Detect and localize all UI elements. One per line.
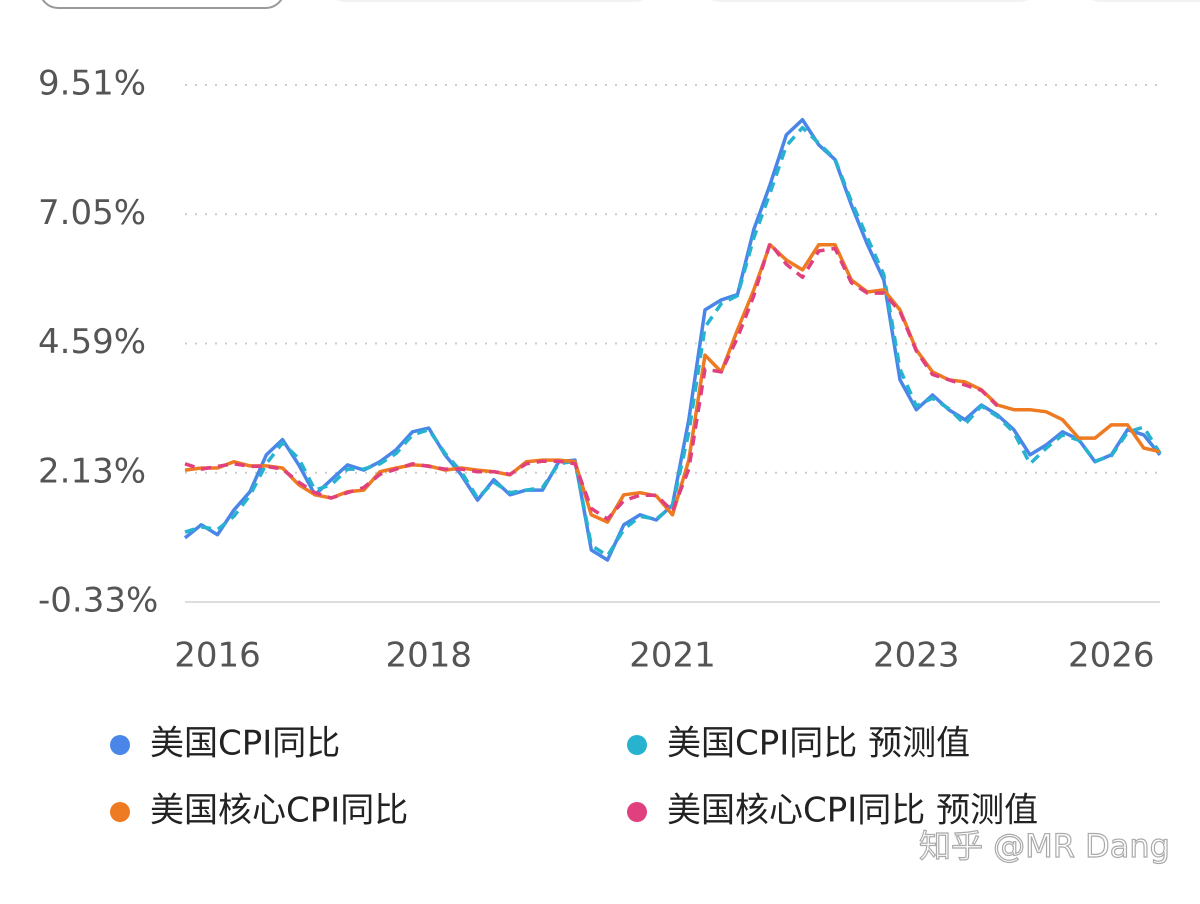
legend-marker (627, 802, 647, 822)
legend-label: 美国CPI同比 (150, 724, 340, 764)
legend-label: 美国核心CPI同比 (150, 791, 408, 831)
y-tick-label: 2.13% (38, 451, 146, 491)
y-tick-label: 9.51% (38, 64, 146, 104)
legend-label: 美国核心CPI同比 预测值 (667, 791, 1038, 831)
tab-button[interactable] (40, 0, 284, 9)
tab-button[interactable] (1085, 0, 1200, 2)
legend-marker (627, 735, 647, 755)
x-tick-label: 2023 (873, 636, 960, 676)
x-tick-label: 2026 (1068, 636, 1155, 676)
y-tick-label: -0.33% (38, 581, 158, 621)
tab-button[interactable] (705, 0, 1035, 2)
x-tick-label: 2016 (174, 636, 261, 676)
legend-label: 美国CPI同比 预测值 (667, 724, 970, 764)
x-tick-label: 2018 (385, 636, 472, 676)
legend-marker (110, 735, 130, 755)
watermark: 知乎 @MR Dang (919, 827, 1170, 865)
x-tick-label: 2021 (629, 636, 716, 676)
series-line (184, 241, 999, 521)
y-tick-label: 7.05% (38, 193, 146, 233)
legend-marker (110, 802, 130, 822)
y-tick-label: 4.59% (38, 322, 146, 362)
tab-button[interactable] (330, 0, 650, 2)
series-line (184, 125, 1162, 558)
